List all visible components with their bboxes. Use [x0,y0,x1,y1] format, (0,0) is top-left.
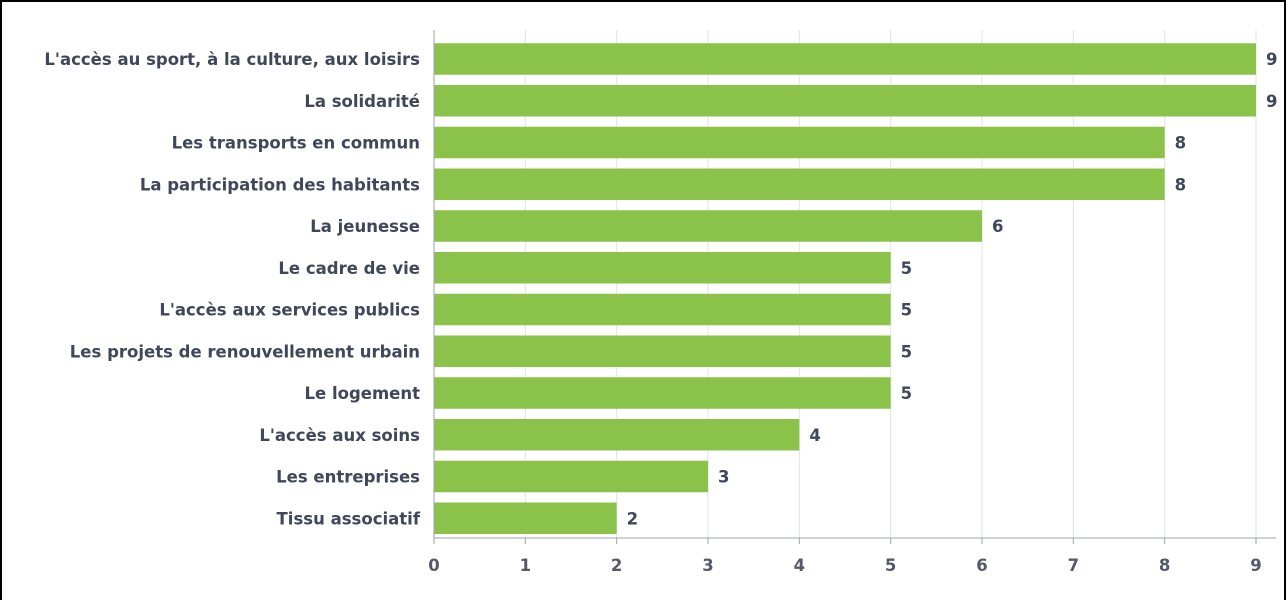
value-label: 8 [1175,134,1186,153]
value-label: 8 [1175,175,1186,194]
bar [434,168,1165,200]
x-tick-label: 0 [428,556,439,575]
x-tick-label: 3 [702,556,713,575]
bar [434,126,1165,159]
category-label: Les transports en commun [172,134,420,153]
x-tick-label: 1 [520,556,531,575]
bar [434,502,617,534]
value-label: 9 [1266,92,1277,111]
bar [434,377,891,409]
category-label: L'accès au sport, à la culture, aux lois… [44,50,420,69]
category-label: La participation des habitants [140,175,420,194]
category-label: Les projets de renouvellement urbain [70,342,420,361]
bar [434,210,982,242]
bar [434,335,891,367]
category-label: La jeunesse [310,217,420,236]
category-labels: L'accès au sport, à la culture, aux lois… [44,50,420,528]
x-axis: 0 1 2 3 4 5 6 7 8 9 [428,30,1276,575]
bar [434,293,891,326]
value-label: 5 [901,342,912,361]
bar [434,85,1256,117]
x-tick-label: 9 [1250,556,1261,575]
value-label: 9 [1266,50,1277,69]
category-label: Tissu associatif [277,509,421,528]
x-tick-label: 8 [1159,556,1170,575]
x-tick-label: 4 [794,556,805,575]
value-label: 5 [901,384,912,403]
value-label: 4 [809,426,820,445]
value-label: 2 [627,509,638,528]
value-label: 6 [992,217,1003,236]
category-label: L'accès aux soins [259,426,420,445]
bar [434,252,891,284]
value-labels: 9 9 8 8 6 5 5 5 5 4 3 2 [627,50,1278,528]
x-tick-label: 7 [1068,556,1079,575]
bar [434,460,708,493]
x-tick-label: 5 [885,556,896,575]
value-label: 5 [901,301,912,320]
category-label: Le logement [305,384,421,403]
bar [434,43,1256,75]
category-label: Les entreprises [276,468,420,487]
x-tick-label: 6 [976,556,987,575]
category-label: Le cadre de vie [278,259,420,278]
category-label: La solidarité [304,92,420,111]
bars-group [434,43,1256,534]
bar [434,419,800,451]
value-label: 5 [901,259,912,278]
category-label: L'accès aux services publics [159,301,420,320]
value-label: 3 [718,468,729,487]
x-tick-label: 2 [611,556,622,575]
